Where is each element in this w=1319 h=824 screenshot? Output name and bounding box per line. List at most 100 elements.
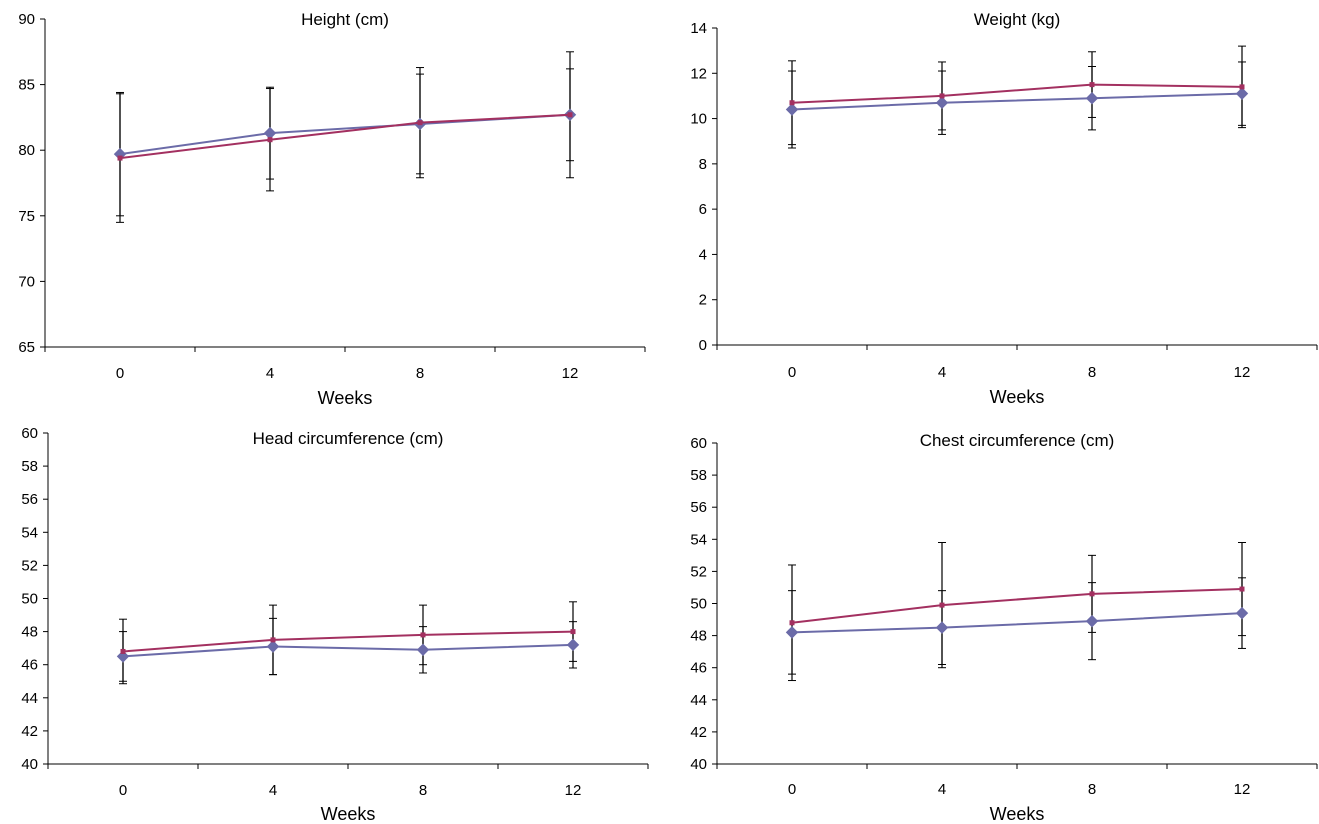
y-tick-label: 46: [21, 657, 38, 674]
data-point-square: [117, 155, 123, 161]
x-tick-label: 8: [1088, 364, 1096, 381]
chart-title: Weight (kg): [974, 10, 1061, 29]
data-point-square: [939, 602, 945, 608]
x-tick-label: 4: [266, 365, 274, 382]
x-tick-label: 12: [565, 782, 582, 799]
x-axis-title: Weeks: [318, 388, 373, 408]
y-tick-label: 70: [18, 273, 35, 290]
y-tick-label: 80: [18, 142, 35, 159]
y-tick-label: 50: [21, 591, 38, 608]
x-tick-label: 12: [1234, 781, 1251, 798]
y-tick-label: 52: [21, 557, 38, 574]
data-point-square: [789, 620, 795, 626]
y-tick-label: 48: [21, 624, 38, 641]
x-axis-title: Weeks: [321, 804, 376, 824]
data-point-diamond: [785, 103, 799, 116]
series-line-1: [791, 83, 1243, 104]
data-point-diamond: [785, 626, 799, 639]
y-tick-label: 46: [690, 660, 707, 677]
data-point-diamond: [1085, 614, 1099, 628]
y-tick-label: 0: [699, 337, 707, 354]
chart-panel-0: 65 70 75 80 85 90 0 4 8 12 Height (cm) Weeks: [18, 10, 646, 408]
x-tick-label: 0: [116, 365, 124, 382]
data-point-square: [570, 629, 576, 635]
data-point-square: [120, 648, 126, 654]
data-point-diamond: [1235, 606, 1249, 620]
series-line-0: [791, 612, 1243, 634]
y-tick-label: 6: [699, 201, 707, 218]
data-point-diamond: [266, 640, 280, 653]
x-axis-title: Weeks: [990, 804, 1045, 824]
data-point-square: [1089, 82, 1095, 88]
series-line-1: [791, 588, 1243, 624]
chart-title: Height (cm): [301, 10, 389, 29]
data-point-square: [1239, 586, 1245, 592]
y-tick-label: 60: [690, 435, 707, 452]
y-tick-label: 44: [690, 692, 707, 709]
y-tick-label: 2: [699, 292, 707, 309]
data-point-diamond: [566, 638, 580, 652]
chart-title: Head circumference (cm): [253, 429, 444, 448]
x-tick-label: 12: [1234, 364, 1251, 381]
y-tick-label: 90: [18, 11, 35, 28]
y-tick-label: 85: [18, 77, 35, 94]
data-point-diamond: [1085, 91, 1099, 105]
data-point-square: [789, 100, 795, 106]
x-tick-label: 4: [269, 782, 277, 799]
x-tick-label: 8: [419, 782, 427, 799]
y-tick-label: 42: [21, 723, 38, 740]
y-tick-label: 40: [21, 756, 38, 773]
y-tick-label: 8: [699, 156, 707, 173]
x-tick-label: 0: [788, 364, 796, 381]
series-line-0: [122, 643, 574, 658]
y-tick-label: 4: [699, 246, 707, 263]
x-tick-label: 4: [938, 781, 946, 798]
y-tick-label: 65: [18, 339, 35, 356]
data-point-square: [1089, 591, 1095, 597]
chart-panel-1: 0 2 4 6 8 10 12 14 0 4 8 12 Weight (kg) Weeks: [690, 10, 1318, 407]
x-tick-label: 8: [416, 365, 424, 382]
y-tick-label: 54: [690, 531, 707, 548]
chart-title: Chest circumference (cm): [920, 431, 1115, 450]
data-point-diamond: [935, 96, 949, 109]
y-tick-label: 52: [690, 563, 707, 580]
x-tick-label: 0: [119, 782, 127, 799]
data-point-square: [267, 137, 273, 143]
y-tick-label: 58: [21, 458, 38, 475]
y-tick-label: 10: [690, 111, 707, 128]
series-line-1: [119, 113, 571, 160]
data-point-square: [417, 120, 423, 126]
data-point-diamond: [263, 126, 277, 140]
y-tick-label: 14: [690, 20, 707, 37]
data-point-square: [420, 632, 426, 638]
data-point-square: [567, 112, 573, 118]
y-tick-label: 12: [690, 65, 707, 82]
y-tick-label: 56: [21, 491, 38, 508]
data-point-square: [1239, 84, 1245, 90]
series-line-0: [119, 113, 571, 156]
data-point-square: [270, 637, 276, 643]
y-tick-label: 42: [690, 724, 707, 741]
data-point-diamond: [1235, 87, 1249, 100]
x-tick-label: 4: [938, 364, 946, 381]
series-line-0: [791, 92, 1243, 111]
y-tick-label: 50: [690, 596, 707, 613]
data-point-diamond: [935, 621, 949, 634]
data-point-square: [939, 93, 945, 99]
data-point-diamond: [116, 650, 130, 663]
y-tick-label: 48: [690, 628, 707, 645]
x-tick-label: 8: [1088, 781, 1096, 798]
y-tick-label: 75: [18, 208, 35, 225]
y-tick-label: 54: [21, 524, 38, 541]
y-tick-label: 60: [21, 425, 38, 442]
x-tick-label: 0: [788, 781, 796, 798]
x-axis-title: Weeks: [990, 387, 1045, 407]
data-point-diamond: [416, 643, 430, 657]
y-tick-label: 40: [690, 756, 707, 773]
y-tick-label: 56: [690, 499, 707, 516]
y-tick-label: 44: [21, 690, 38, 707]
x-tick-label: 12: [562, 365, 579, 382]
